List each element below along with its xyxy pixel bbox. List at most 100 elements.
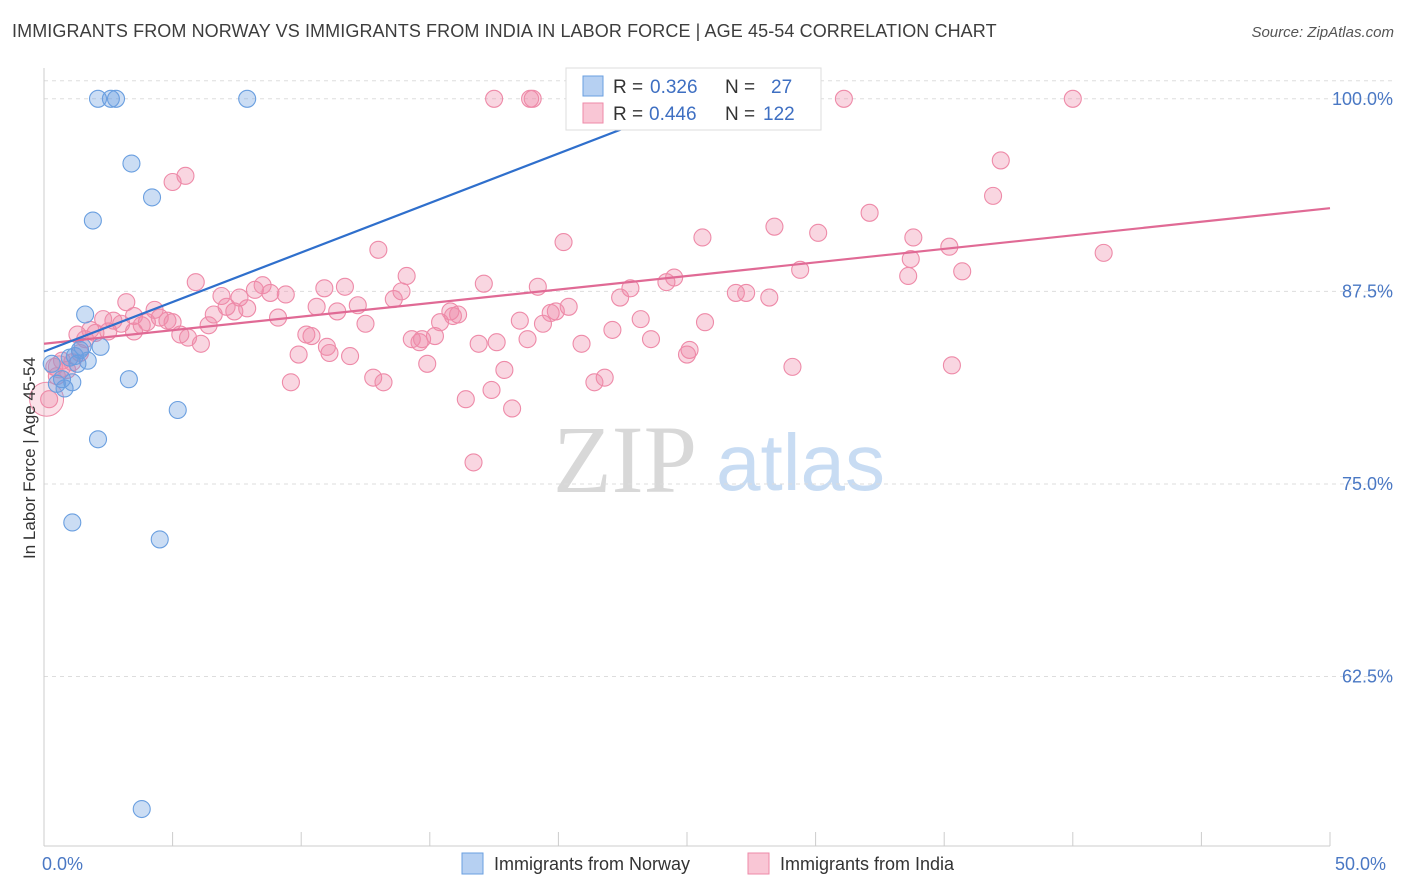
legend-r-label-norway: R = [613,77,643,98]
bottom-legend-label-norway: Immigrants from Norway [494,854,690,874]
india-point [901,249,920,269]
india-point [621,279,640,298]
india-point [317,337,336,356]
india-point [212,286,231,306]
norway-point [168,400,187,420]
bottom-legend-swatch-norway [461,852,484,875]
india-point [953,262,972,281]
india-point [834,89,853,108]
legend-n-label-india: N = [725,104,755,125]
india-point [783,357,802,376]
india-point [726,283,745,302]
india-point [397,266,416,286]
india-point [369,240,388,259]
india-point [737,283,756,302]
norway-point [68,354,87,373]
chart-title: IMMIGRANTS FROM NORWAY VS IMMIGRANTS FRO… [12,21,997,41]
india-point [991,151,1010,170]
india-point [641,330,661,349]
norway-point [238,89,257,108]
correlation-legend: R = 0.326 N = 27 R = 0.446 N = 122 [565,67,822,131]
india-point [186,273,205,292]
india-point [984,186,1003,205]
india-point [117,293,136,312]
norway-point [101,89,120,108]
legend-r-value-india: 0.446 [649,104,697,125]
norway-point [91,337,110,356]
india-point [572,334,591,353]
norway-trend-line [43,93,714,353]
india-point [281,373,300,392]
norway-point [122,154,141,173]
india-point-large [29,381,65,417]
india-point [163,172,182,192]
india-point [456,390,475,409]
india-point [603,320,622,339]
india-point [464,453,483,472]
india-point [487,333,506,352]
india-point [585,373,604,392]
india-point [469,334,488,353]
series-legend: Immigrants from Norway Immigrants from I… [461,852,955,875]
india-point [510,311,529,330]
norway-point [78,351,97,370]
norway-point [83,211,102,230]
india-point [485,89,504,108]
legend-swatch-india [582,102,604,124]
india-point [899,266,918,286]
legend-r-value-norway: 0.326 [650,77,698,98]
legend-n-value-norway: 27 [771,77,792,98]
india-point [307,297,326,316]
india-point [443,306,462,326]
india-point [495,360,514,380]
x-axis-ticks [43,832,1331,846]
india-point [289,345,308,364]
india-point [418,354,437,373]
india-point [335,277,354,296]
legend-n-value-india: 122 [763,104,795,125]
y-tick-label: 87.5% [1342,281,1393,301]
india-point [523,89,542,108]
india-point [503,399,522,418]
india-point [809,223,828,242]
india-point [364,368,383,387]
india-point [765,217,784,236]
gridlines [44,80,1392,678]
india-point [341,347,360,366]
india-point [410,333,429,352]
india-point [482,380,501,400]
norway-point [76,305,95,324]
india-point [942,356,961,375]
india-point [238,299,257,318]
india-point [356,314,375,333]
india-point [611,288,630,307]
india-series [29,89,1113,472]
norway-point [132,799,151,819]
norway-point [142,188,162,207]
norway-series [42,89,722,819]
india-point [760,288,779,307]
norway-point [88,89,108,108]
legend-r-label-india: R = [613,104,643,125]
india-point [191,334,210,353]
india-point [595,368,614,387]
norway-point [106,89,126,108]
norway-point [150,530,169,549]
india-point [554,233,573,252]
india-point [40,390,59,409]
norway-point [73,337,92,356]
india-point [680,340,699,359]
norway-point [88,430,108,449]
bottom-legend-label-india: Immigrants from India [780,854,955,874]
india-point [302,327,321,346]
legend-box [565,67,822,131]
india-point [413,330,432,349]
india-point [631,310,650,329]
source-label: Source: ZipAtlas.com [1251,24,1394,41]
x-tick-label-min: 0.0% [42,854,83,874]
india-point [695,313,715,332]
y-tick-label: 75.0% [1342,474,1393,494]
trend-lines [43,93,1331,353]
y-axis-label: In Labor Force | Age 45-54 [20,357,39,559]
